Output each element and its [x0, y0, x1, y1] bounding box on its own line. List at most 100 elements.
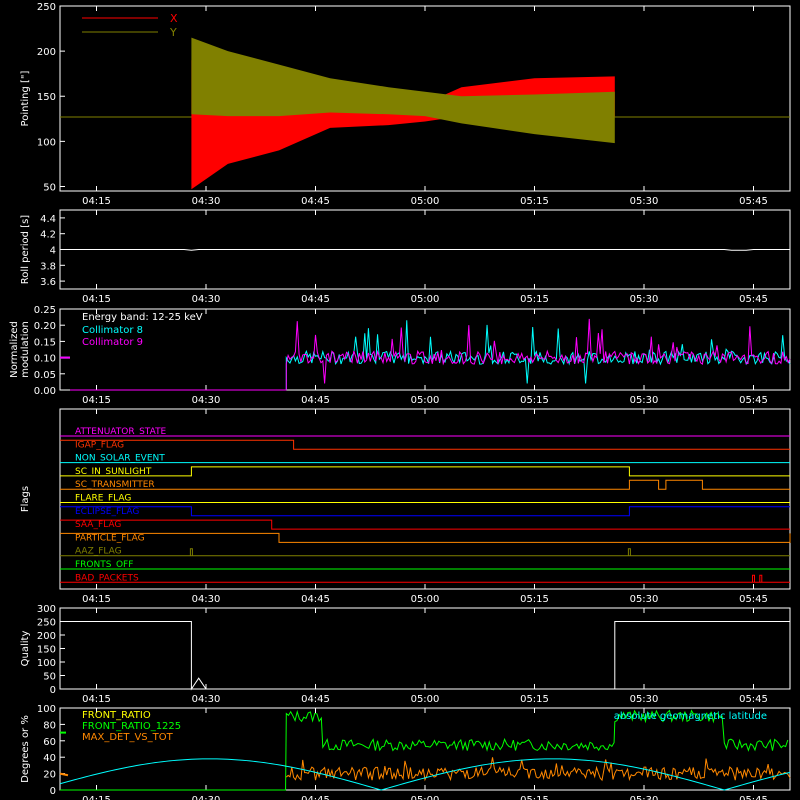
roll_period-xtick-label: 04:15 — [82, 294, 111, 305]
flag-line-saa-flag — [60, 519, 790, 530]
ratios-legend-label-3: MAX_DET_VS_TOT — [82, 732, 174, 743]
pointing-series-y-band — [191, 37, 615, 144]
ratios-xtick-label: 05:45 — [739, 795, 768, 800]
pointing-xtick-label: 04:15 — [82, 196, 111, 207]
modulation-xtick-label: 05:15 — [520, 395, 549, 406]
pointing-xtick-label: 04:45 — [301, 196, 330, 207]
pointing-legend-label-y: Y — [169, 26, 177, 39]
roll_period-ytick-label: 4 — [50, 246, 56, 257]
flag-line-particle-flag — [60, 532, 791, 543]
quality-ytick-label: 150 — [37, 645, 56, 656]
flag-label-particle-flag: PARTICLE_FLAG — [75, 533, 145, 543]
pointing-xtick-label: 05:15 — [520, 196, 549, 207]
modulation-ylabel-group: Normalized modulation — [9, 321, 31, 378]
flag-spike-aaz-flag — [627, 548, 631, 556]
roll_period-ytick-label: 4.2 — [40, 230, 56, 241]
pointing-series-x-band — [191, 60, 615, 190]
roll_period-xtick-label: 05:45 — [739, 294, 768, 305]
roll_period-xtick-label: 05:15 — [520, 294, 549, 305]
ratios-xtick-label: 05:30 — [630, 795, 659, 800]
ratios-ytick-label: 20 — [43, 770, 56, 781]
ratios-xtick-label: 04:45 — [301, 795, 330, 800]
quality-ytick-label: 200 — [37, 631, 56, 642]
modulation-ytick-label: 0.05 — [34, 370, 56, 381]
modulation-xtick-label: 05:30 — [630, 395, 659, 406]
flag-line-eclipse-flag — [60, 506, 790, 517]
pointing-ytick-label: 150 — [37, 92, 56, 103]
quality-xtick-label: 05:00 — [411, 694, 440, 705]
pointing-legend-label-x: X — [170, 12, 178, 25]
flags-xtick-label: 05:30 — [630, 594, 659, 605]
flag-label-fronts-off: FRONTS_OFF — [75, 560, 133, 570]
ratios-series-max-det-vs-tot — [285, 757, 791, 782]
quality-ytick-label: 100 — [37, 658, 56, 669]
flags-xtick-label: 04:15 — [82, 594, 111, 605]
flag-label-eclipse-flag: ECLIPSE_FLAG — [75, 507, 139, 517]
flags-xtick-label: 05:45 — [739, 594, 768, 605]
flag-label-igap-flag: IGAP_FLAG — [75, 440, 124, 450]
quality-xtick-label: 04:45 — [301, 694, 330, 705]
flag-spike-bad-packets — [752, 574, 755, 583]
quality-xtick-label: 05:30 — [630, 694, 659, 705]
quality-xtick-label: 04:30 — [192, 694, 221, 705]
quality-xtick-label: 04:15 — [82, 694, 111, 705]
flag-label-flare-flag: FLARE_FLAG — [75, 494, 131, 504]
roll_period-ytick-label: 3.6 — [40, 277, 56, 288]
ratios-series-front-ratio-1225 — [60, 709, 789, 791]
modulation-ytick-label: 0.20 — [34, 321, 56, 332]
ratios-ylabel: Degrees or % — [20, 715, 31, 783]
flag-label-bad-packets: BAD_PACKETS — [75, 573, 139, 583]
flag-line-sc-transmitter — [60, 479, 790, 490]
modulation-ylabel-line2: modulation — [20, 321, 31, 378]
quality-ytick-label: 250 — [37, 618, 56, 629]
ratios-ytick-label: 60 — [43, 737, 56, 748]
quality-xtick-label: 05:15 — [520, 694, 549, 705]
flags-ylabel-group: Flags — [20, 486, 31, 512]
flags-xtick-label: 05:00 — [411, 594, 440, 605]
quality-line — [60, 621, 790, 691]
roll_period-xtick-label: 04:45 — [301, 294, 330, 305]
modulation-ytick-label: 0.10 — [34, 354, 56, 365]
flag-label-sc-in-sunlight: SC_IN_SUNLIGHT — [75, 467, 152, 477]
roll_period-ytick-label: 4.4 — [40, 214, 56, 225]
modulation-series-2 — [285, 318, 791, 390]
modulation-legend-label-2: Collimator 9 — [82, 337, 143, 348]
pointing-ytick-label: 200 — [37, 47, 56, 58]
quality-ylabel: Quality — [20, 631, 31, 667]
flags-ylabel: Flags — [20, 486, 31, 512]
ratios-xtick-label: 05:15 — [520, 795, 549, 800]
pointing-xtick-label: 05:00 — [411, 196, 440, 207]
quality-ytick-label: 50 — [43, 672, 56, 683]
ratios-ytick-label: 0 — [50, 786, 56, 797]
ratios-legend-label-2: FRONT_RATIO_1225 — [82, 721, 181, 732]
modulation-ytick-label: 0.00 — [34, 386, 56, 397]
modulation-xtick-label: 05:45 — [739, 395, 768, 406]
flag-line-sc-in-sunlight — [60, 466, 790, 477]
flags-xtick-label: 05:15 — [520, 594, 549, 605]
ratios-series-latitude — [59, 758, 791, 791]
quality-ylabel-group: Quality — [20, 631, 31, 667]
roll_period-ylabel-group: Roll period [s] — [20, 215, 31, 284]
pointing-xtick-label: 04:30 — [192, 196, 221, 207]
modulation-xtick-label: 04:30 — [192, 395, 221, 406]
modulation-xtick-label: 04:45 — [301, 395, 330, 406]
flag-spike-bad-packets — [759, 574, 763, 583]
roll_period-ylabel: Roll period [s] — [20, 215, 31, 284]
ratios-ytick-label: 100 — [37, 704, 56, 715]
flag-label-sc-transmitter: SC_TRANSMITTER — [75, 480, 155, 490]
flag-label-attenuator-state: ATTENUATOR_STATE — [75, 427, 167, 437]
ratios-ylabel-group: Degrees or % — [20, 715, 31, 783]
pointing-xtick-label: 05:30 — [630, 196, 659, 207]
modulation-series-1 — [285, 320, 791, 390]
flag-label-non-solar-event: NON_SOLAR_EVENT — [75, 454, 165, 464]
quality-ytick-label: 0 — [50, 685, 56, 696]
flag-spike-aaz-flag — [189, 548, 193, 556]
roll_period-ytick-label: 3.8 — [40, 261, 56, 272]
flag-label-aaz-flag: AAZ_FLAG — [75, 547, 122, 557]
ratios-legend-label-latitude: absolute geomagnetic latitude — [614, 711, 767, 722]
ratios-ytick-label: 40 — [43, 753, 56, 764]
modulation-xtick-label: 05:00 — [411, 395, 440, 406]
roll_period-xtick-label: 04:30 — [192, 294, 221, 305]
flags-xtick-label: 04:30 — [192, 594, 221, 605]
